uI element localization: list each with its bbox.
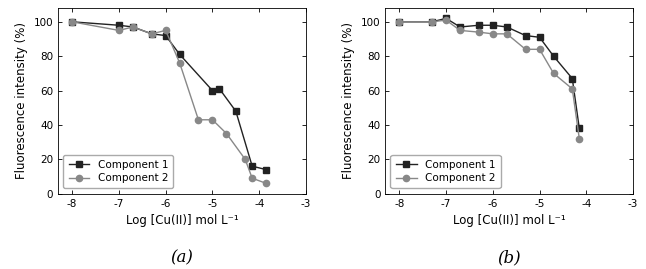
Component 2 xyxy=(248,176,256,180)
Component 1 xyxy=(568,77,576,80)
Component 1 xyxy=(503,25,511,29)
Component 2 xyxy=(209,118,216,121)
Component 1 xyxy=(68,20,76,23)
Y-axis label: Fluorescence intensity (%): Fluorescence intensity (%) xyxy=(342,22,355,179)
Component 1 xyxy=(395,20,403,23)
Component 1 xyxy=(536,36,543,39)
Component 2 xyxy=(475,30,483,34)
Component 1 xyxy=(232,109,240,113)
Component 1 xyxy=(176,53,183,56)
Component 2 xyxy=(262,182,270,185)
Component 2 xyxy=(194,118,202,121)
Legend: Component 1, Component 2: Component 1, Component 2 xyxy=(390,155,501,189)
Component 1 xyxy=(522,34,530,37)
Component 2 xyxy=(162,29,169,32)
Component 1 xyxy=(442,17,450,20)
Component 1 xyxy=(456,25,464,29)
Component 2 xyxy=(68,20,76,23)
Component 2 xyxy=(550,72,557,75)
Text: (b): (b) xyxy=(497,249,521,266)
Component 1 xyxy=(428,20,436,23)
Component 2 xyxy=(536,48,543,51)
Component 2 xyxy=(223,132,231,135)
Component 1 xyxy=(248,165,256,168)
Legend: Component 1, Component 2: Component 1, Component 2 xyxy=(63,155,173,189)
Line: Component 2: Component 2 xyxy=(69,19,269,186)
Component 2 xyxy=(148,32,156,36)
Component 1 xyxy=(129,25,137,29)
Component 1 xyxy=(489,24,497,27)
Line: Component 2: Component 2 xyxy=(396,17,583,142)
Component 2 xyxy=(115,29,123,32)
Component 2 xyxy=(576,137,583,140)
X-axis label: Log [Cu(II)] mol L⁻¹: Log [Cu(II)] mol L⁻¹ xyxy=(126,214,238,227)
Component 2 xyxy=(129,25,137,29)
Line: Component 1: Component 1 xyxy=(396,15,583,132)
Component 1 xyxy=(576,127,583,130)
Text: (a): (a) xyxy=(171,249,194,266)
Line: Component 1: Component 1 xyxy=(69,19,269,173)
Component 2 xyxy=(503,32,511,36)
Component 2 xyxy=(489,32,497,36)
Component 2 xyxy=(428,20,436,23)
Component 1 xyxy=(216,87,224,90)
Component 1 xyxy=(148,32,156,36)
Component 1 xyxy=(209,89,216,92)
Component 1 xyxy=(262,168,270,171)
Component 2 xyxy=(395,20,403,23)
Component 2 xyxy=(242,158,249,161)
Y-axis label: Fluorescence intensity (%): Fluorescence intensity (%) xyxy=(15,22,28,179)
Component 2 xyxy=(456,29,464,32)
X-axis label: Log [Cu(II)] mol L⁻¹: Log [Cu(II)] mol L⁻¹ xyxy=(453,214,565,227)
Component 1 xyxy=(115,24,123,27)
Component 2 xyxy=(522,48,530,51)
Component 1 xyxy=(475,24,483,27)
Component 1 xyxy=(550,55,557,58)
Component 1 xyxy=(162,34,169,37)
Component 2 xyxy=(442,19,450,22)
Component 2 xyxy=(176,61,183,65)
Component 2 xyxy=(568,87,576,90)
